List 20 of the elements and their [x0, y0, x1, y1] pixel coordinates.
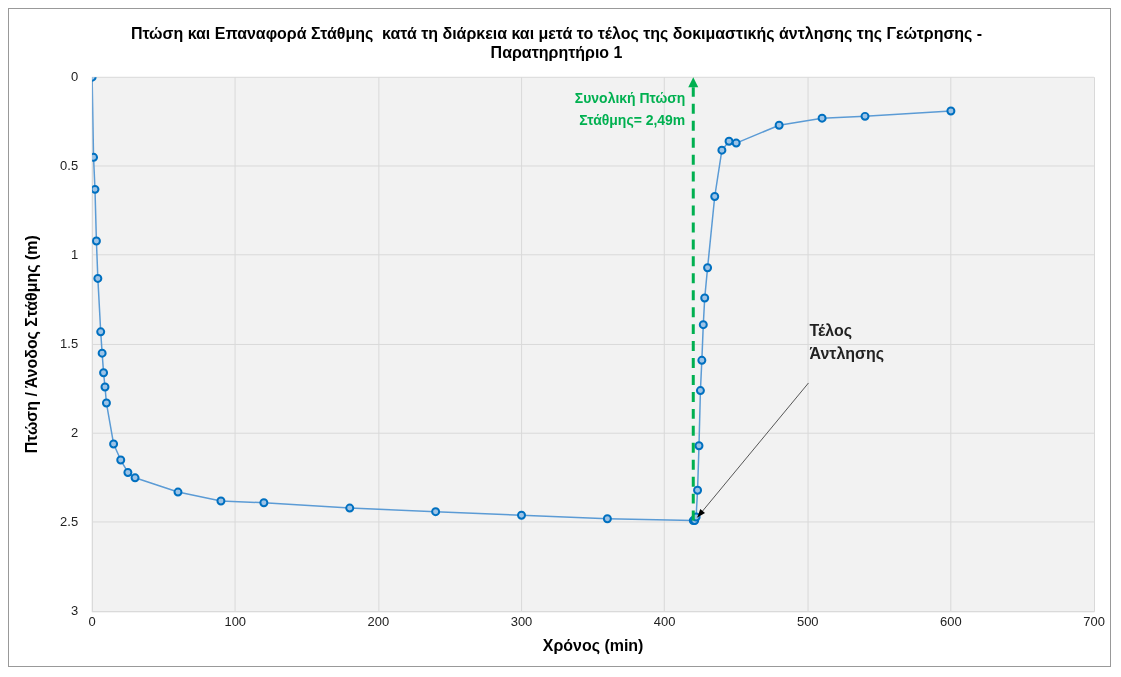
y-tick-label: 3	[70, 602, 79, 618]
y-tick-label: 0.5	[60, 157, 79, 173]
y-tick-label: 2.5	[60, 513, 79, 529]
annotation: Τέλος Άντλησης	[809, 321, 885, 364]
x-tick-label: 600	[940, 613, 962, 629]
x-tick-label: 500	[796, 613, 819, 629]
y-tick-label: 2	[70, 424, 79, 440]
x-tick-label: 200	[367, 613, 390, 629]
x-tick-label: 0	[88, 613, 96, 629]
y-tick-label: 1.5	[60, 335, 79, 351]
y-axis-title: Πτώση / Άνοδος Στάθμης (m)	[22, 235, 41, 454]
x-tick-label: 300	[510, 613, 533, 629]
y-tick-label: 0	[70, 68, 79, 84]
x-axis-title: Χρόνος (min)	[542, 636, 644, 655]
x-tick-label: 700	[1083, 613, 1105, 629]
y-tick-label: 1	[70, 246, 79, 262]
x-tick-label: 400	[653, 613, 676, 629]
x-tick-label: 100	[224, 613, 247, 629]
annotation: Συνολική Πτώση Στάθμης= 2,49m	[574, 89, 686, 128]
chart-title: Πτώση και Επαναφορά Στάθμης κατά τη διάρκεια και μετά το τέλος της δοκιμαστικής άντλησης της Γεώτρησης - Παρατηρητήριο 1	[130, 24, 983, 62]
